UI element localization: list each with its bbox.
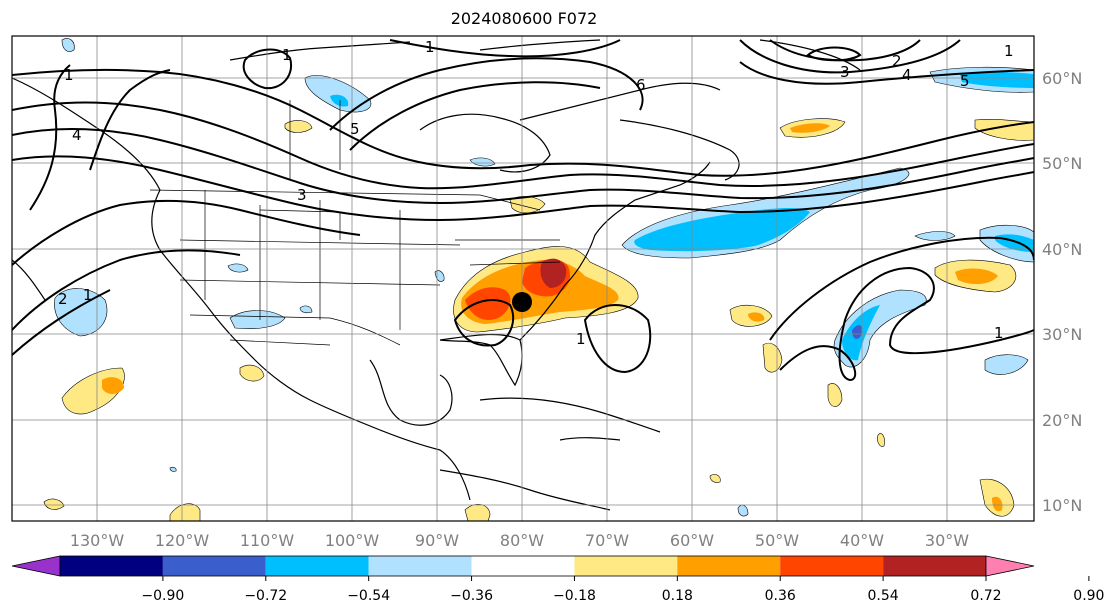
lat-label: 40°N (1042, 240, 1082, 259)
lon-label: 50°W (755, 531, 799, 550)
colorbar-tick-label: 0.18 (662, 588, 693, 604)
lon-label: 70°W (585, 531, 629, 550)
lon-label: 90°W (415, 531, 459, 550)
colorbar-tick-label: 0.54 (868, 588, 899, 604)
colorbar-tick-label: 0.90 (1073, 588, 1104, 604)
latitude-axis: 60°N 50°N 40°N 30°N 20°N 10°N (1042, 69, 1082, 515)
lat-label: 50°N (1042, 154, 1082, 173)
contour-label: 1 (425, 38, 435, 56)
colorbar-cell (265, 556, 369, 576)
colorbar-tick-label: −0.90 (141, 588, 184, 604)
contour-label: 1 (282, 46, 292, 64)
colorbar: −0.90 −0.72 −0.54 −0.36 −0.18 0.18 0.36 0.54 0.7… (11, 555, 1104, 604)
lon-label: 60°W (670, 531, 714, 550)
map-layers: 1 1 1 1 2 2 3 3 4 4 5 5 6 1 1 1 (12, 36, 1034, 521)
colorbar-tick-label: −0.36 (450, 588, 493, 604)
colorbar-tick-label: −0.72 (244, 588, 287, 604)
colorbar-cell (60, 556, 163, 576)
contour-label: 3 (297, 186, 307, 204)
lat-label: 30°N (1042, 325, 1082, 344)
storm-center-marker (512, 292, 532, 312)
contour-label: 3 (840, 63, 850, 81)
lat-label: 10°N (1042, 496, 1082, 515)
contour-label: 4 (902, 66, 912, 84)
colorbar-extend-high (985, 555, 1035, 577)
contour-label: 5 (960, 72, 970, 90)
contours (12, 39, 1034, 382)
contour-label: 6 (636, 76, 646, 94)
colorbar-cell (574, 556, 678, 576)
contour-label: 1 (576, 330, 586, 348)
colorbar-cell (780, 556, 884, 576)
colorbar-extend-low (11, 555, 61, 577)
contour-label: 5 (350, 120, 360, 138)
colorbar-cell (471, 556, 575, 576)
anomaly-shading (43, 38, 1034, 521)
contour-labels: 1 1 1 1 2 2 3 3 4 4 5 5 6 1 1 1 (58, 38, 1014, 348)
contour-label: 1 (64, 66, 74, 84)
map-frame (11, 35, 1035, 522)
contour-label: 1 (994, 324, 1004, 342)
colorbar-cell (677, 556, 781, 576)
contour-label: 4 (72, 126, 82, 144)
colorbar-tick-label: −0.54 (347, 588, 390, 604)
contour-label: 2 (58, 290, 68, 308)
borders (149, 100, 561, 346)
colorbar-cell (368, 556, 472, 576)
contour-label: 1 (83, 286, 93, 304)
lon-label: 30°W (925, 531, 969, 550)
lon-label: 110°W (240, 531, 295, 550)
colorbar-tick-label: −0.18 (553, 588, 596, 604)
lon-label: 120°W (155, 531, 210, 550)
contour-label: 2 (892, 52, 902, 70)
lon-label: 40°W (840, 531, 884, 550)
lat-label: 20°N (1042, 411, 1082, 430)
lon-label: 80°W (500, 531, 544, 550)
map-title: 2024080600 F072 (450, 9, 598, 28)
colorbar-tick-label: 0.36 (765, 588, 796, 604)
lon-label: 100°W (325, 531, 380, 550)
graticule (12, 36, 1034, 521)
contour-label: 1 (1004, 42, 1014, 60)
colorbar-cell (883, 556, 986, 576)
colorbar-cell (162, 556, 266, 576)
longitude-axis: 130°W 120°W 110°W 100°W 90°W 80°W 70°W 6… (70, 531, 969, 550)
colorbar-tick-label: 0.72 (970, 588, 1001, 604)
lat-label: 60°N (1042, 69, 1082, 88)
lon-label: 130°W (70, 531, 125, 550)
